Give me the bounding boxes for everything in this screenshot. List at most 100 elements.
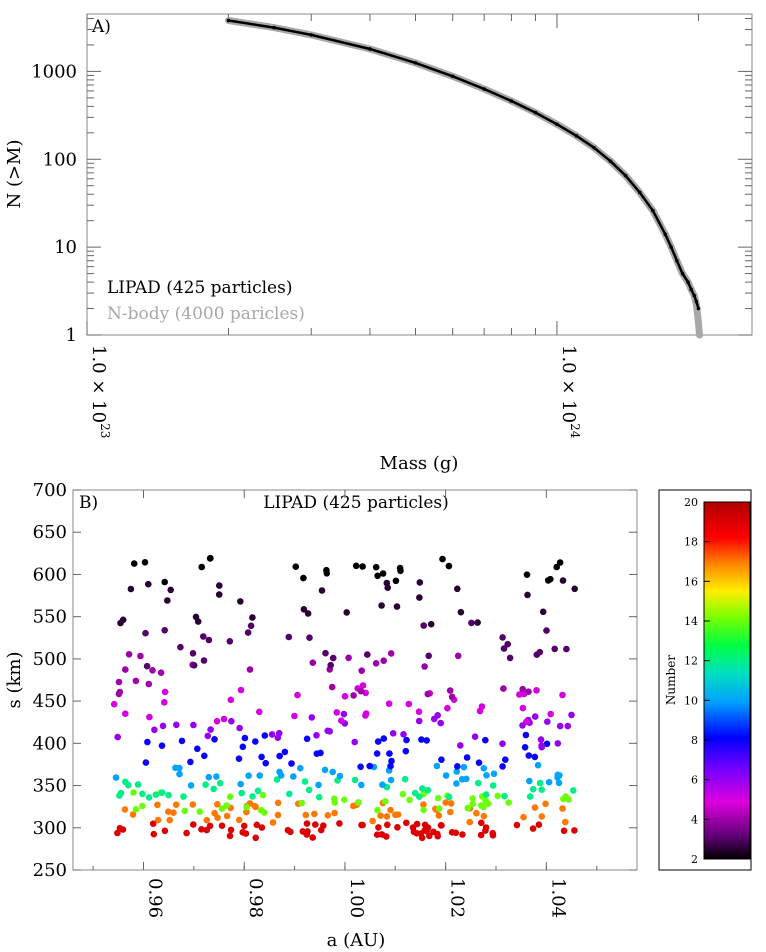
scatter-point	[358, 781, 365, 789]
x-tick-label: 1.0 × 1023	[88, 345, 112, 438]
scatter-point	[115, 690, 123, 698]
scatter-point	[110, 700, 118, 708]
scatter-point	[274, 799, 282, 807]
scatter-point	[374, 572, 381, 580]
scatter-point	[297, 764, 304, 772]
scatter-point	[189, 801, 197, 808]
scatter-point	[499, 634, 506, 641]
scatter-point	[468, 619, 475, 627]
scatter-point	[288, 760, 295, 767]
scatter-point	[180, 793, 187, 800]
scatter-point	[529, 825, 537, 832]
scatter-point	[533, 687, 540, 694]
scatter-point	[420, 801, 427, 808]
colorbar-tick-label: 6	[691, 774, 698, 787]
scatter-point	[387, 650, 395, 657]
scatter-point	[141, 559, 149, 566]
scatter-point	[401, 775, 409, 783]
lipad-point	[651, 208, 655, 213]
scatter-point	[291, 712, 298, 720]
scatter-point	[122, 666, 129, 673]
scatter-point	[300, 574, 307, 582]
scatter-point	[125, 651, 133, 658]
panel-a-label: A)	[91, 17, 111, 37]
scatter-point	[205, 773, 213, 781]
scatter-point	[564, 722, 572, 730]
scatter-point	[274, 811, 282, 819]
scatter-point	[256, 772, 264, 779]
scatter-point	[213, 773, 220, 780]
scatter-point	[383, 579, 391, 587]
scatter-point	[373, 750, 381, 757]
lipad-point	[694, 299, 699, 304]
scatter-point	[469, 795, 476, 802]
scatter-point	[287, 828, 294, 836]
scatter-point	[560, 827, 568, 835]
scatter-point	[159, 722, 167, 730]
lipad-point	[623, 173, 628, 178]
scatter-point	[341, 796, 348, 803]
lipad-point	[509, 99, 514, 103]
colorbar-tick-label: 12	[684, 655, 698, 668]
scatter-point	[114, 829, 121, 837]
scatter-point	[330, 795, 338, 802]
scatter-point	[383, 833, 390, 840]
scatter-point	[423, 827, 430, 835]
scatter-point	[322, 649, 329, 657]
scatter-point	[132, 806, 140, 813]
scatter-point	[372, 563, 380, 571]
scatter-point	[536, 779, 544, 787]
scatter-point	[501, 792, 508, 800]
scatter-point	[351, 738, 359, 746]
scatter-point	[161, 688, 169, 696]
scatter-point	[207, 726, 214, 733]
scatter-point	[489, 829, 497, 837]
scatter-point	[445, 793, 453, 801]
scatter-point	[258, 753, 265, 761]
scatter-point	[214, 814, 221, 821]
scatter-point	[475, 779, 482, 787]
scatter-point	[306, 634, 313, 641]
scatter-point	[384, 821, 391, 829]
y-tick-label: 1	[66, 325, 77, 346]
scatter-point	[152, 791, 160, 798]
scatter-point	[359, 563, 366, 570]
scatter-point	[454, 763, 461, 770]
scatter-point	[244, 629, 252, 636]
scatter-point	[176, 764, 183, 772]
colorbar: 2 4 6 8 10 12 14 16 18 20 Number	[658, 489, 752, 871]
scatter-point	[534, 761, 542, 769]
scatter-point	[445, 562, 453, 570]
lipad-point	[368, 47, 372, 51]
scatter-point	[559, 577, 567, 584]
scatter-point	[480, 812, 488, 820]
scatter-point	[359, 821, 366, 829]
scatter-point	[418, 736, 425, 743]
scatter-point	[145, 794, 153, 801]
scatter-point	[562, 818, 569, 826]
scatter-point	[571, 827, 578, 834]
scatter-point	[313, 750, 321, 757]
scatter-point	[336, 772, 344, 780]
lipad-point	[450, 74, 455, 79]
scatter-point	[202, 781, 209, 788]
scatter-point	[435, 805, 443, 812]
panel-a-legend-nbody: N-body (4000 paricles)	[107, 304, 305, 324]
scatter-point	[402, 747, 410, 755]
scatter-point	[158, 789, 166, 796]
scatter-point	[190, 821, 197, 828]
scatter-point	[469, 800, 476, 808]
scatter-point	[218, 822, 226, 829]
scatter-point	[127, 585, 135, 593]
scatter-point	[223, 812, 231, 820]
scatter-point	[357, 687, 365, 695]
x-tick-label: 1.02	[447, 878, 468, 918]
lipad-point	[692, 293, 697, 298]
lipad-point	[482, 87, 486, 91]
scatter-point	[139, 790, 146, 798]
scatter-point	[243, 808, 250, 816]
y-tick-label: 500	[33, 649, 67, 670]
x-tick-label: 1.04	[547, 878, 568, 918]
scatter-point	[424, 786, 432, 794]
